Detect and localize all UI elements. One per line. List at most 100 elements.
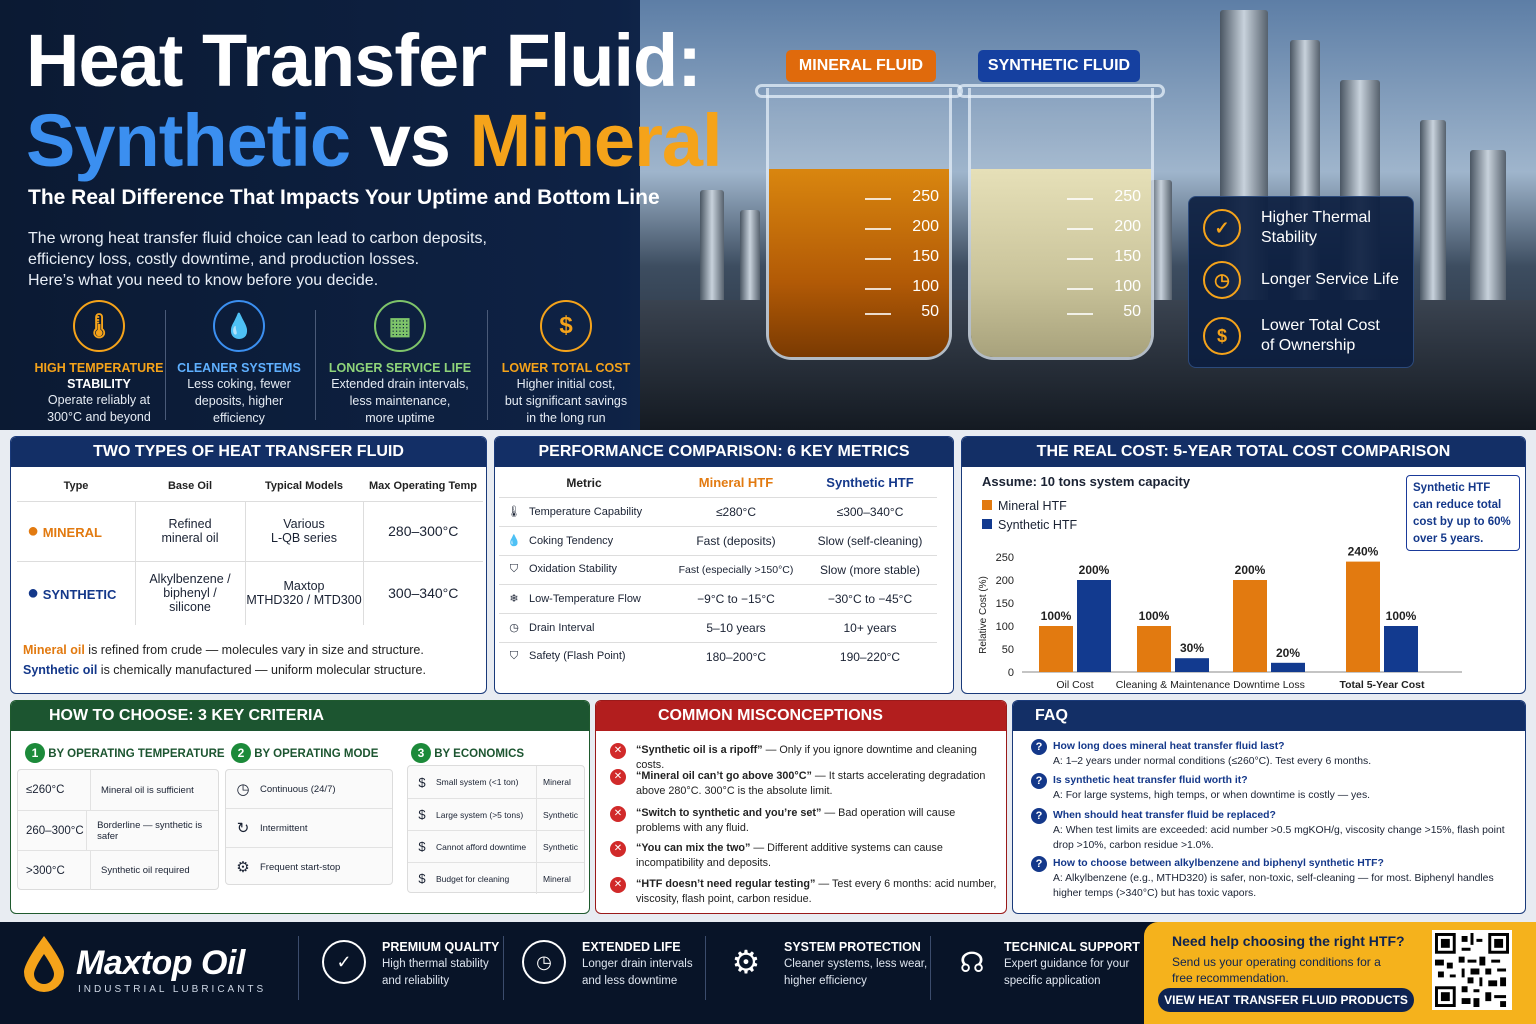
question-icon: ? (1031, 739, 1047, 755)
bar-mineral (1039, 626, 1073, 672)
list-item: $ Large system (>5 tons) Synthetic (408, 798, 584, 830)
column-header: Type (63, 479, 89, 492)
note-text: is chemically manufactured — uniform mol… (97, 663, 426, 677)
bar-mineral (1346, 561, 1380, 672)
footer-item-life: ◷ EXTENDED LIFE Longer drain intervals and … (522, 940, 693, 990)
feature-lower-cost: $ LOWER TOTAL COST Higher initial cost, … (481, 300, 651, 427)
cell: Fast (especially >150°C) (669, 554, 803, 584)
feature-desc: deposits, higher (194, 394, 284, 408)
cell: L-QB series (271, 531, 337, 545)
view-products-button[interactable]: VIEW HEAT TRANSFER FLUID PRODUCTS (1158, 988, 1414, 1012)
table-row: ◷ Drain Interval 5–10 years 10+ years (499, 612, 937, 642)
cell: >300°C (26, 864, 65, 877)
metric-label: Drain Interval (529, 622, 595, 634)
faq-question: How to choose between alkylbenzene and b… (1053, 858, 1384, 869)
types-heading: TWO TYPES OF HEAT TRANSFER FLUID (11, 437, 486, 467)
misconception-item: ✕ “You can mix the two” — Different addit… (610, 841, 1000, 871)
grad-label: 50 (1123, 303, 1141, 320)
maxtop-logo-icon (20, 934, 68, 992)
feature-desc: Operate reliably at (47, 393, 151, 407)
choose-heading: HOW TO CHOOSE: 3 KEY CRITERIA (11, 701, 589, 731)
criterion-number: 2 (231, 743, 251, 763)
list-item: ⚙ Frequent start-stop (226, 847, 392, 886)
footer-item-desc: and reliability (382, 975, 450, 987)
faq-item: ? Is synthetic heat transfer fluid worth … (1031, 773, 1521, 803)
bar-synthetic (1077, 580, 1111, 672)
cell: MTHD320 / MTD300 (246, 593, 362, 608)
feature-desc: Higher initial cost, (516, 377, 616, 391)
legend-synthetic: Synthetic HTF (982, 518, 1077, 532)
table-row: ⛉ Oxidation Stability Fast (especially >15… (499, 554, 937, 584)
criterion-number: 3 (411, 743, 431, 763)
benefit-item: ◷ Longer Service Life (1203, 259, 1403, 301)
bar-synthetic (1271, 662, 1305, 672)
criterion-title: BY ECONOMICS (434, 748, 525, 760)
table-row: ⛉ Safety (Flash Point) 180–200°C 190–220°C (499, 641, 937, 671)
cell: Synthetic (536, 799, 578, 830)
droplet-icon: ● (27, 581, 40, 604)
synthetic-beaker: 250 200 150 100 50 (957, 84, 1165, 360)
data-label: 200% (1079, 563, 1110, 577)
table-row: 🌡 Temperature Capability ≤280°C ≤300–340°C (499, 496, 937, 526)
note-mineral: Mineral oil is refined from crude — mole… (23, 643, 424, 657)
footer-item-title: SYSTEM PROTECTION (784, 940, 921, 954)
cost-heading: THE REAL COST: 5-YEAR TOTAL COST COMPARI… (962, 437, 1525, 467)
list-item: $ Small system (<1 ton) Mineral (408, 766, 584, 798)
type-label: SYNTHETIC (42, 586, 117, 602)
misconceptions-panel: COMMON MISCONCEPTIONS ✕ “Synthetic oil is… (595, 700, 1007, 914)
x-tick-label: Downtime Loss (1233, 679, 1305, 691)
feature-title: HIGH TEMPERATURE (34, 361, 164, 375)
feature-desc: Extended drain intervals, (331, 377, 469, 391)
footer-item-title: EXTENDED LIFE (582, 940, 681, 954)
dollar-icon: $ (418, 871, 426, 886)
table-row: ❄ Low-Temperature Flow −9°C to −15°C −30°C … (499, 583, 937, 613)
y-tick-label: 0 (1008, 667, 1014, 679)
page-subtitle: The Real Difference That Impacts Your Up… (28, 186, 660, 209)
dollar-icon: $ (418, 807, 426, 822)
brand-name: Maxtop Oil (76, 944, 245, 983)
note-synthetic: Synthetic oil is chemically manufactured… (23, 663, 426, 677)
synthetic-fluid-tag: SYNTHETIC FLUID (978, 50, 1140, 82)
benefit-label: of Ownership (1261, 337, 1356, 354)
faq-answer: A: 1–2 years under normal conditions (≤2… (1053, 756, 1372, 767)
feature-desc: more uptime (365, 411, 435, 425)
data-label: 30% (1180, 641, 1204, 655)
cell: Fast (deposits) (669, 525, 803, 555)
performance-table: Metric Mineral HTF Synthetic HTF 🌡 Temper… (499, 469, 937, 671)
footer-item-desc: higher efficiency (784, 975, 867, 987)
legend-label: Mineral HTF (998, 499, 1067, 513)
criterion-2-box: ◷ Continuous (24/7) ↻ Intermittent ⚙ Freque… (225, 769, 393, 885)
footer-item-desc: High thermal stability (382, 958, 489, 970)
footer-item-desc: Longer drain intervals (582, 958, 693, 970)
clock-icon: ◷ (1203, 261, 1241, 299)
cell: ≤260°C (26, 784, 65, 796)
metric-label: Low-Temperature Flow (529, 593, 641, 605)
cost-panel: THE REAL COST: 5-YEAR TOTAL COST COMPARI… (961, 436, 1526, 694)
y-tick-label: 50 (1002, 644, 1014, 656)
misconception-claim: “Mineral oil can’t go above 300°C” (636, 770, 812, 782)
cell: Borderline — synthetic is safer (86, 811, 218, 850)
intro-line: The wrong heat transfer fluid choice can… (28, 230, 487, 247)
cell: 10+ years (803, 612, 937, 642)
benefit-label: Stability (1261, 229, 1318, 246)
brand-subtitle: INDUSTRIAL LUBRICANTS (78, 984, 267, 995)
grad-label: 100 (1114, 278, 1141, 295)
x-icon: ✕ (610, 769, 626, 785)
cell: Mineral (536, 863, 571, 894)
data-label: 100% (1139, 609, 1170, 623)
shield-icon: ⛉ (509, 650, 519, 663)
criterion-title: BY OPERATING MODE (254, 748, 379, 760)
criterion-title: BY OPERATING TEMPERATURE (48, 748, 225, 760)
cell: Large system (>5 tons) (436, 809, 524, 820)
misconception-answer: — Test every 6 months: acid number, visc… (636, 878, 997, 905)
thermometer-icon: 🌡 (507, 506, 521, 518)
dollar-icon: $ (418, 774, 426, 790)
page-title-line2: Synthetic vs Mineral (26, 98, 723, 183)
snowflake-icon: ❄ (509, 593, 519, 605)
intro-line: Here’s what you need to know before you … (28, 272, 379, 289)
misconceptions-heading: COMMON MISCONCEPTIONS (596, 701, 1006, 731)
qr-code[interactable] (1432, 930, 1512, 1010)
footer-item-title: PREMIUM QUALITY (382, 940, 500, 954)
grad-label: 150 (1114, 248, 1141, 265)
brand-text: Maxtop Oil (76, 944, 245, 982)
